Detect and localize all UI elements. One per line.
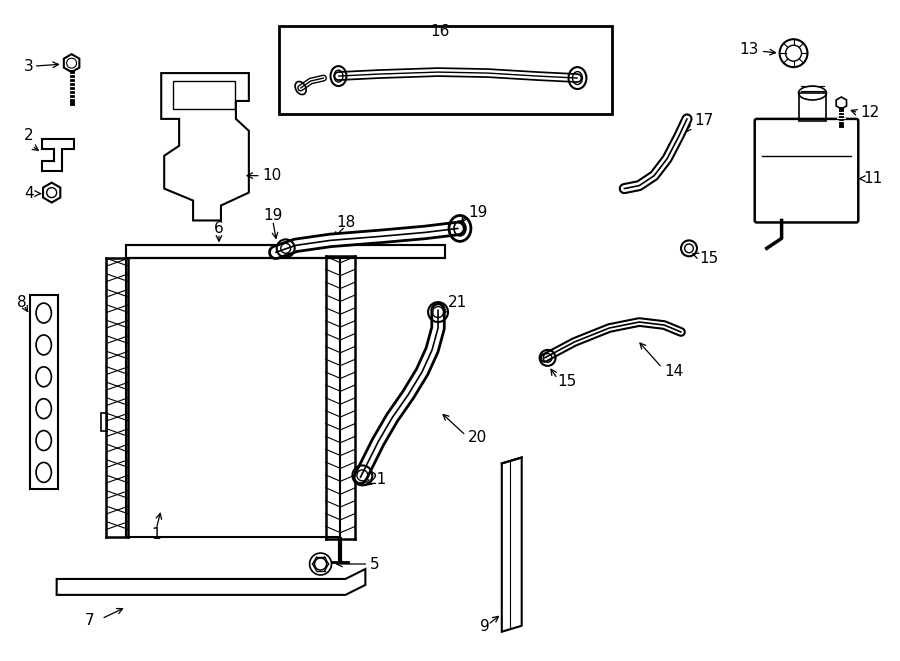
Bar xyxy=(798,93,826,121)
Text: 8: 8 xyxy=(17,295,26,309)
Text: 3: 3 xyxy=(23,59,33,73)
Bar xyxy=(102,412,107,430)
Text: 4: 4 xyxy=(23,186,33,201)
Text: 5: 5 xyxy=(370,557,380,572)
Text: 10: 10 xyxy=(263,168,282,183)
Text: 19: 19 xyxy=(263,208,283,223)
Bar xyxy=(30,295,58,489)
Bar xyxy=(279,26,612,114)
Text: 14: 14 xyxy=(664,364,683,379)
Text: 12: 12 xyxy=(860,105,879,120)
Text: 21: 21 xyxy=(368,472,388,487)
Text: 21: 21 xyxy=(448,295,467,309)
Text: 1: 1 xyxy=(151,527,161,541)
Text: 18: 18 xyxy=(336,215,356,230)
Text: 19: 19 xyxy=(468,205,487,220)
Text: 17: 17 xyxy=(694,114,713,128)
Text: 2: 2 xyxy=(23,128,33,143)
Bar xyxy=(126,245,445,258)
Text: 20: 20 xyxy=(468,430,487,445)
Text: 13: 13 xyxy=(739,42,759,57)
Text: 6: 6 xyxy=(214,221,224,236)
Text: 7: 7 xyxy=(85,613,94,628)
Text: 15: 15 xyxy=(557,374,577,389)
Text: 16: 16 xyxy=(430,24,450,39)
Text: 9: 9 xyxy=(480,619,490,635)
Bar xyxy=(173,81,235,109)
Bar xyxy=(126,258,340,537)
Text: 15: 15 xyxy=(699,251,718,266)
Text: 11: 11 xyxy=(863,171,883,186)
